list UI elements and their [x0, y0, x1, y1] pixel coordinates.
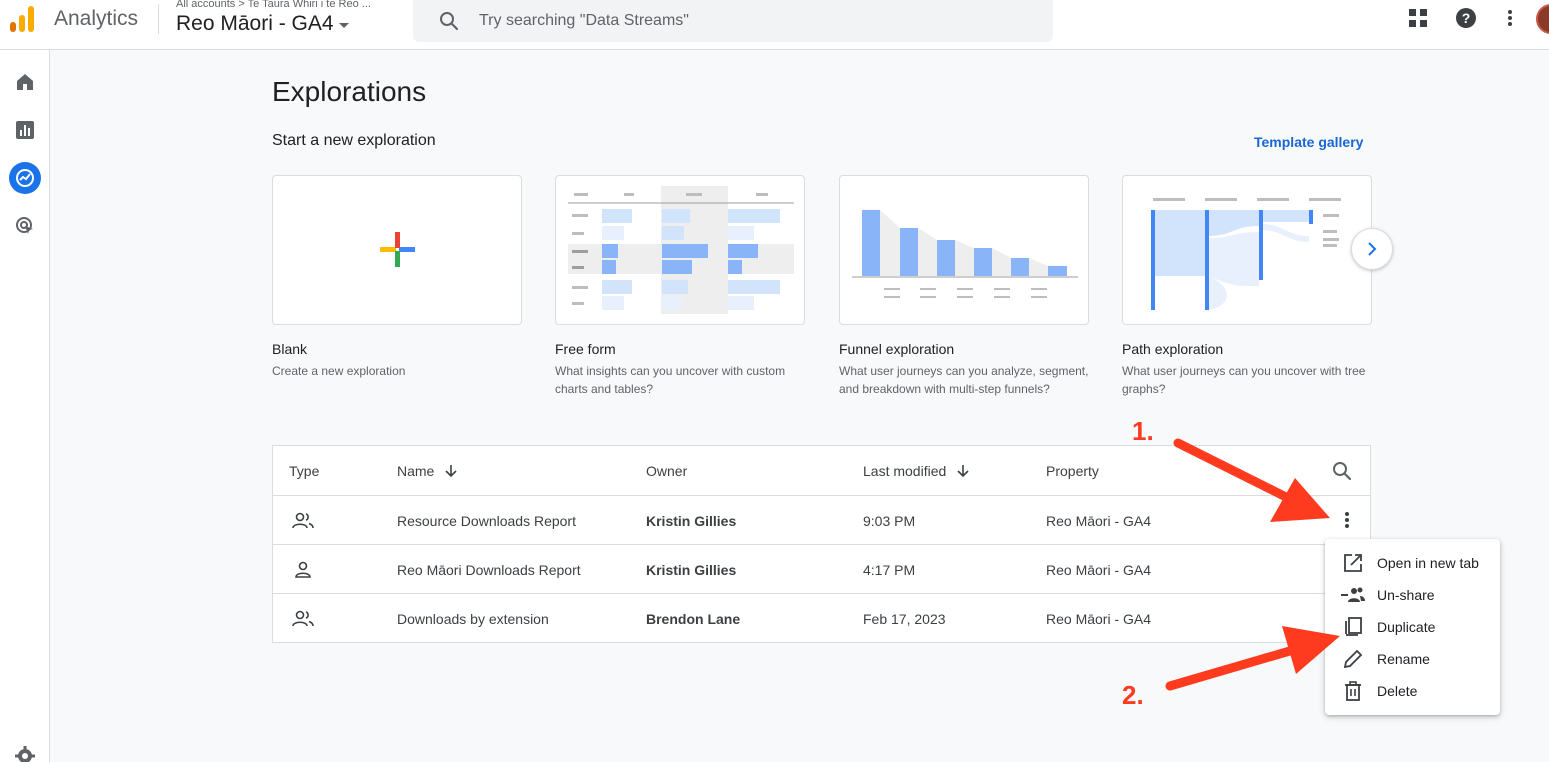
svg-text:?: ?: [1462, 10, 1471, 26]
shared-people-icon: [292, 512, 314, 529]
template-card-funnel[interactable]: [839, 175, 1089, 325]
funnel-illustration-icon: [852, 210, 1078, 298]
more-vert-icon[interactable]: [1498, 6, 1522, 30]
search-input[interactable]: [479, 12, 979, 30]
column-header-owner[interactable]: Owner: [646, 463, 688, 479]
arrow-down-icon: [445, 465, 457, 478]
header-divider: [158, 4, 159, 34]
exploration-property: Reo Māori - GA4: [1046, 513, 1152, 529]
template-card-path[interactable]: [1122, 175, 1372, 325]
left-nav: [0, 50, 50, 762]
annotation-step-1: 1.: [1132, 416, 1154, 446]
page-title: Explorations: [272, 76, 427, 107]
caret-down-icon: [338, 23, 349, 28]
explorations-table: Type Name Owner Last modified Property R…: [272, 445, 1371, 643]
duplicate-icon: [1341, 615, 1365, 639]
menu-item-label: Duplicate: [1377, 619, 1436, 635]
column-header-type: Type: [289, 463, 320, 479]
template-title-path: Path exploration: [1122, 341, 1224, 357]
exploration-owner: Brendon Lane: [646, 611, 741, 627]
exploration-property: Reo Māori - GA4: [1046, 562, 1152, 578]
help-icon[interactable]: ?: [1454, 6, 1478, 30]
arrow-down-icon: [957, 465, 969, 478]
template-card-blank[interactable]: [272, 175, 522, 325]
settings-gear-icon[interactable]: [9, 740, 41, 762]
table-header: Type Name Owner Last modified Property: [273, 446, 1370, 496]
home-icon[interactable]: [9, 66, 41, 98]
exploration-owner: Kristin Gillies: [646, 513, 737, 529]
row-context-menu: Open in new tab Un-share Duplicate Renam…: [1325, 539, 1500, 715]
search-bar[interactable]: [413, 0, 1053, 42]
exploration-name[interactable]: Resource Downloads Report: [397, 513, 576, 529]
column-header-property[interactable]: Property: [1046, 463, 1099, 479]
table-row[interactable]: Downloads by extension Brendon Lane Feb …: [273, 594, 1370, 643]
column-header-name[interactable]: Name: [397, 463, 458, 479]
menu-item-label: Delete: [1377, 683, 1418, 699]
menu-item-open-in-new-tab[interactable]: Open in new tab: [1325, 547, 1500, 579]
explore-icon[interactable]: [9, 162, 41, 194]
next-templates-button[interactable]: [1351, 228, 1393, 270]
column-header-last-modified-label: Last modified: [863, 463, 947, 479]
template-desc-funnel: What user journeys can you analyze, segm…: [839, 364, 1089, 396]
exploration-owner: Kristin Gillies: [646, 562, 737, 578]
breadcrumb[interactable]: All accounts > Te Taura Whiri i te Reo .…: [176, 0, 371, 10]
table-search-icon[interactable]: [1331, 460, 1353, 482]
menu-item-duplicate[interactable]: Duplicate: [1325, 611, 1500, 643]
template-card-free-form[interactable]: [555, 175, 805, 325]
exploration-modified: 4:17 PM: [863, 562, 916, 578]
column-header-name-label: Name: [397, 463, 435, 479]
menu-item-label: Un-share: [1377, 587, 1435, 603]
property-name: Reo Māori - GA4: [176, 12, 334, 35]
menu-item-label: Rename: [1377, 651, 1430, 667]
template-title-funnel: Funnel exploration: [839, 341, 955, 357]
apps-grid-icon[interactable]: [1406, 6, 1430, 30]
avatar[interactable]: [1536, 4, 1549, 34]
free-form-illustration-icon: [568, 186, 794, 314]
row-more-vert-icon[interactable]: [1335, 508, 1359, 532]
section-title: Start a new exploration: [272, 132, 436, 149]
template-title-free-form: Free form: [555, 341, 616, 357]
trash-icon: [1341, 679, 1365, 703]
exploration-modified: Feb 17, 2023: [863, 611, 946, 627]
reports-icon[interactable]: [9, 114, 41, 146]
search-icon: [440, 12, 459, 31]
template-gallery-link[interactable]: Template gallery: [1254, 134, 1364, 150]
plus-icon: [380, 232, 415, 267]
unshare-icon: [1341, 583, 1365, 607]
property-selector[interactable]: Reo Māori - GA4: [176, 12, 349, 36]
open-in-new-icon: [1341, 551, 1365, 575]
template-desc-blank: Create a new exploration: [272, 364, 406, 378]
exploration-name[interactable]: Reo Māori Downloads Report: [397, 562, 581, 578]
person-icon: [295, 561, 311, 578]
shared-people-icon: [292, 610, 314, 627]
top-bar: Analytics All accounts > Te Taura Whiri …: [0, 0, 1549, 50]
table-row[interactable]: Reo Māori Downloads Report Kristin Gilli…: [273, 545, 1370, 594]
advertising-icon[interactable]: [9, 210, 41, 242]
column-header-last-modified[interactable]: Last modified: [863, 463, 970, 479]
exploration-modified: 9:03 PM: [863, 513, 916, 529]
template-title-blank: Blank: [272, 341, 308, 357]
template-desc-free-form: What insights can you uncover with custo…: [555, 364, 786, 396]
exploration-name[interactable]: Downloads by extension: [397, 611, 549, 627]
pencil-icon: [1341, 647, 1365, 671]
template-desc-path: What user journeys can you uncover with …: [1122, 364, 1366, 396]
annotation-step-2: 2.: [1122, 680, 1144, 710]
menu-item-delete[interactable]: Delete: [1325, 675, 1500, 707]
chevron-right-icon: [1368, 242, 1377, 256]
menu-item-rename[interactable]: Rename: [1325, 643, 1500, 675]
menu-item-unshare[interactable]: Un-share: [1325, 579, 1500, 611]
menu-item-label: Open in new tab: [1377, 555, 1479, 571]
annotation-arrow-2: [1165, 643, 1305, 691]
path-illustration-icon: [1151, 198, 1341, 310]
app-name: Analytics: [54, 7, 139, 30]
exploration-property: Reo Māori - GA4: [1046, 611, 1152, 627]
table-row[interactable]: Resource Downloads Report Kristin Gillie…: [273, 496, 1370, 545]
analytics-logo-icon[interactable]: [8, 4, 38, 34]
